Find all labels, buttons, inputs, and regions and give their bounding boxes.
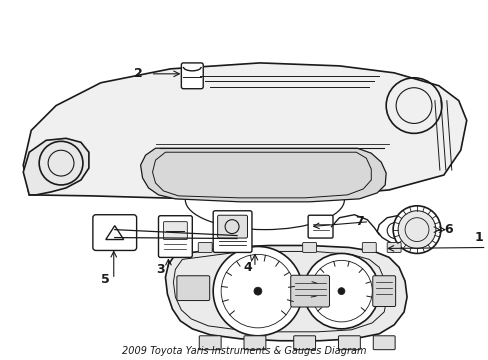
FancyBboxPatch shape [372,336,394,350]
FancyBboxPatch shape [372,276,395,306]
Text: 2: 2 [134,67,142,80]
FancyBboxPatch shape [362,243,375,252]
Circle shape [397,211,435,248]
Text: 3: 3 [156,263,164,276]
FancyBboxPatch shape [307,215,332,238]
FancyBboxPatch shape [233,243,246,252]
Circle shape [213,247,302,336]
Text: 6: 6 [444,223,452,236]
Circle shape [253,287,262,295]
Polygon shape [23,138,89,195]
FancyBboxPatch shape [198,243,212,252]
Polygon shape [23,63,466,200]
FancyBboxPatch shape [177,276,209,301]
Polygon shape [141,148,386,202]
FancyBboxPatch shape [158,216,192,257]
FancyBboxPatch shape [93,215,136,251]
Text: 2009 Toyota Yaris Instruments & Gauges Diagram: 2009 Toyota Yaris Instruments & Gauges D… [122,346,366,356]
Circle shape [392,206,440,253]
Polygon shape [165,246,406,341]
FancyBboxPatch shape [302,243,316,252]
FancyBboxPatch shape [181,63,203,89]
FancyBboxPatch shape [338,336,360,350]
Circle shape [337,288,344,294]
Text: 1: 1 [473,231,482,244]
Circle shape [303,253,379,329]
FancyBboxPatch shape [217,215,247,238]
Text: 7: 7 [354,215,363,228]
FancyBboxPatch shape [244,336,265,350]
FancyBboxPatch shape [386,243,400,252]
FancyBboxPatch shape [163,222,187,239]
FancyBboxPatch shape [199,336,221,350]
FancyBboxPatch shape [213,211,251,252]
FancyBboxPatch shape [293,336,315,350]
FancyBboxPatch shape [290,275,329,307]
Text: 5: 5 [101,273,110,286]
Text: 4: 4 [243,261,252,274]
